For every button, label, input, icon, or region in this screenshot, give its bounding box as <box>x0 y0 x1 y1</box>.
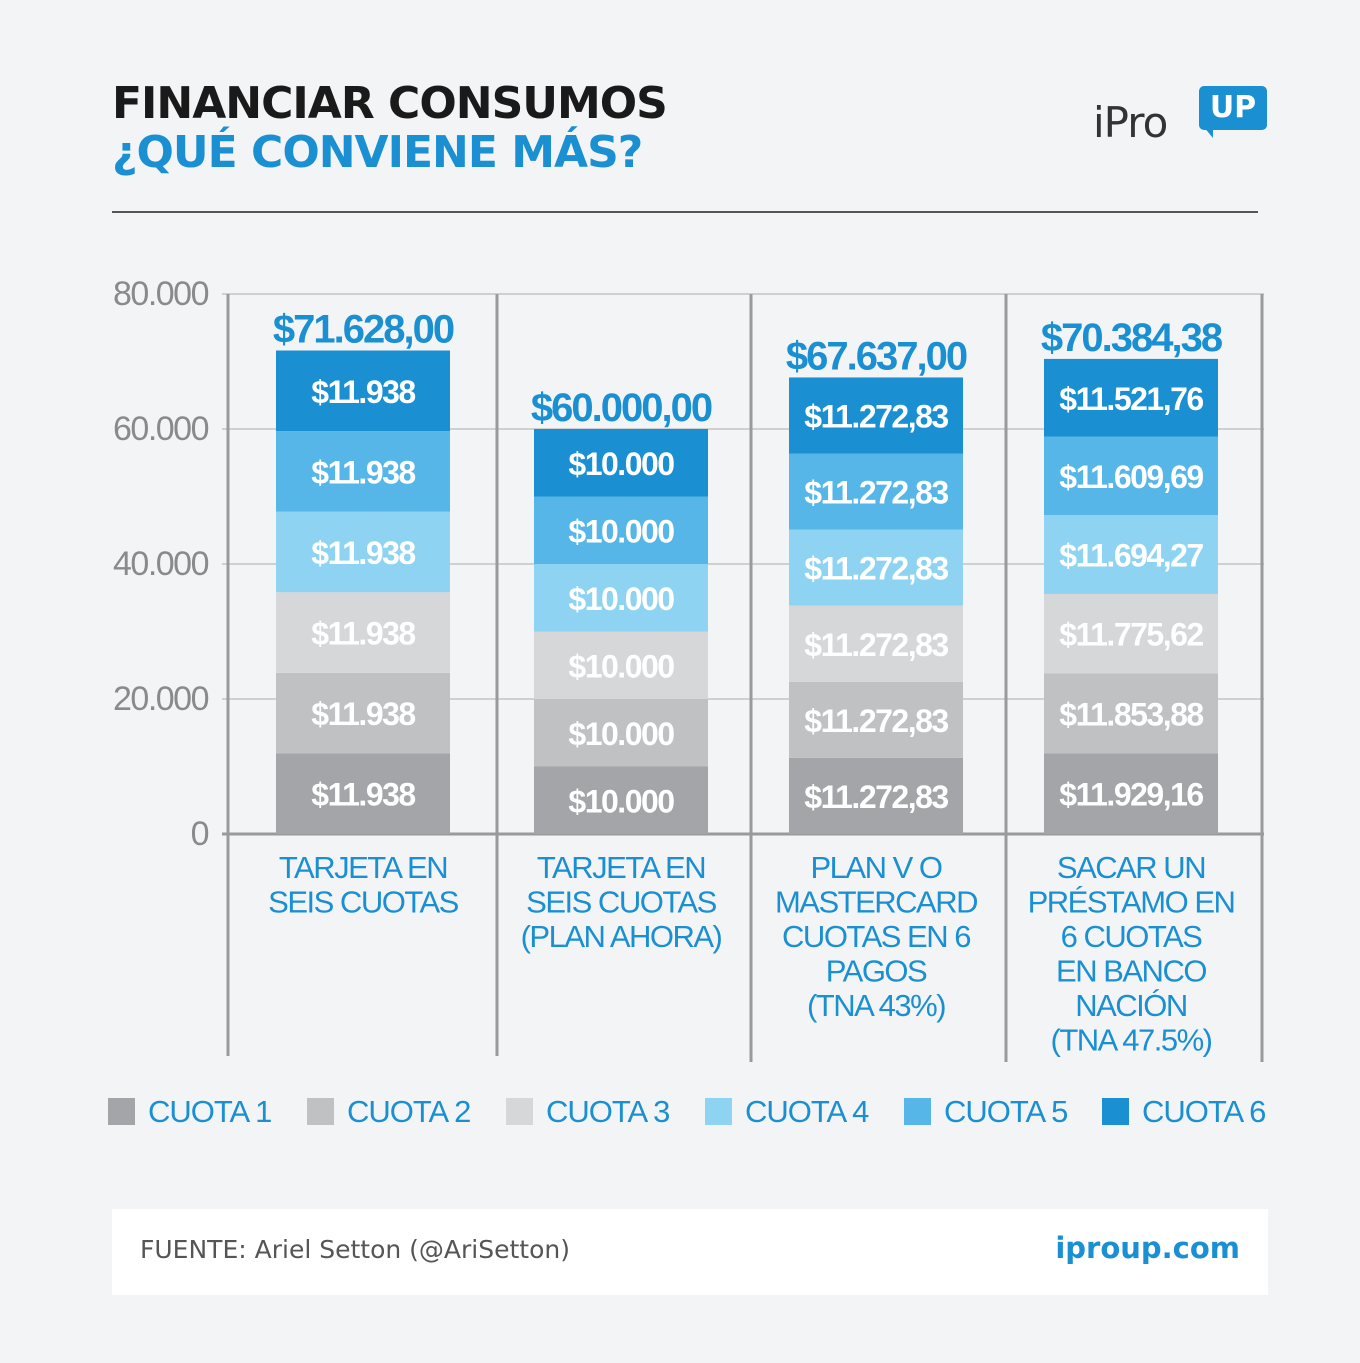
x-category-label: PRÉSTAMO EN <box>1028 885 1235 920</box>
site-url[interactable]: iproup.com <box>1055 1231 1240 1265</box>
legend-label: CUOTA 1 <box>148 1094 272 1129</box>
y-tick-label: 80.000 <box>113 275 209 313</box>
bar-segment-label: $11.694,27 <box>1059 538 1203 574</box>
x-category-label: TARJETA EN <box>279 850 447 885</box>
source-credit: FUENTE: Ariel Setton (@AriSetton) <box>140 1235 570 1264</box>
bar-segment <box>1044 753 1218 834</box>
bar-segment <box>1044 673 1218 754</box>
y-tick-label: 40.000 <box>113 545 209 583</box>
x-category-label: SACAR UN <box>1057 850 1205 885</box>
bar-segment <box>534 429 708 497</box>
bar-segment-label: $11.272,83 <box>804 551 948 587</box>
bar-segment <box>789 453 963 530</box>
bar-segment <box>1044 358 1218 437</box>
legend-label: CUOTA 4 <box>745 1094 869 1129</box>
bar-segment-label: $10.000 <box>568 716 674 752</box>
y-tick-label: 60.000 <box>113 410 209 448</box>
legend: CUOTA 1 CUOTA 2 CUOTA 3 CUOTA 4 CUOTA 5 CUOTA… <box>108 1092 1268 1132</box>
bar-segment <box>534 699 708 767</box>
bar-segment-label: $10.000 <box>568 446 674 482</box>
bar-segment-label: $11.775,62 <box>1059 617 1203 653</box>
x-category-label: (TNA 43%) <box>807 988 945 1023</box>
legend-label: CUOTA 5 <box>944 1094 1068 1129</box>
bar-segment <box>789 529 963 606</box>
bar-segment-label: $11.272,83 <box>804 475 948 511</box>
bar-segment <box>789 681 963 758</box>
legend-swatch <box>1102 1098 1129 1125</box>
bar-segment-label: $11.938 <box>311 777 415 813</box>
x-category-label: SEIS CUOTAS <box>526 885 716 920</box>
x-category-label: (PLAN AHORA) <box>521 919 722 954</box>
bar-segment-label: $11.938 <box>311 696 415 732</box>
bar-segment-label: $10.000 <box>568 648 674 684</box>
bar-segment <box>789 605 963 682</box>
bar-segment <box>789 757 963 834</box>
bar-segment-label: $11.929,16 <box>1059 777 1203 813</box>
bar-segment-label: $11.609,69 <box>1059 459 1203 495</box>
bar-segment-label: $11.938 <box>311 374 415 410</box>
bar-segment-label: $11.272,83 <box>804 398 948 434</box>
logo-badge-tail <box>1203 126 1213 138</box>
bar-segment-label: $11.938 <box>311 535 415 571</box>
bar-segment-label: $10.000 <box>568 783 674 819</box>
logo-text: iPro <box>1093 98 1168 147</box>
chart-title: FINANCIAR CONSUMOS <box>112 78 668 129</box>
x-category-label: 6 CUOTAS <box>1061 919 1203 954</box>
stacked-bar-chart: 0 20.000 40.000 60.000 80.000 $11.938 $11.938 $… <box>113 275 1264 1062</box>
bar-segment-label: $10.000 <box>568 581 674 617</box>
legend-swatch <box>705 1098 732 1125</box>
bar-segment-label: $11.272,83 <box>804 703 948 739</box>
iproup-logo: iPro UP <box>1093 86 1268 148</box>
bar-segment <box>534 496 708 564</box>
bar-total-label: $70.384,38 <box>1041 316 1223 360</box>
x-category-label: PLAN V O <box>811 850 942 885</box>
bar-segment-label: $10.000 <box>568 513 674 549</box>
x-category-label: SEIS CUOTAS <box>268 885 458 920</box>
footer: FUENTE: Ariel Setton (@AriSetton) iproup… <box>112 1209 1268 1295</box>
bar-segment-label: $11.853,88 <box>1059 696 1203 732</box>
bar-segment-label: $11.938 <box>311 454 415 490</box>
legend-label: CUOTA 6 <box>1142 1094 1266 1129</box>
legend-swatch <box>307 1098 334 1125</box>
legend-swatch <box>904 1098 931 1125</box>
bar-total-label: $60.000,00 <box>531 386 712 430</box>
bar-segment <box>534 631 708 699</box>
chart-subtitle: ¿QUÉ CONVIENE MÁS? <box>112 127 643 178</box>
bar-segment <box>1044 593 1218 674</box>
bar-segment <box>1044 436 1218 516</box>
bar-total-label: $71.628,00 <box>273 308 454 352</box>
logo-badge: UP <box>1199 86 1267 130</box>
bar-total-label: $67.637,00 <box>786 334 967 378</box>
x-category-label: NACIÓN <box>1075 988 1187 1023</box>
bar-segment-label: $11.938 <box>311 616 415 652</box>
bar-segment <box>276 592 450 673</box>
bar-segment-label: $11.272,83 <box>804 779 948 815</box>
x-category-label: TARJETA EN <box>537 850 705 885</box>
x-category-label: (TNA 47.5%) <box>1051 1023 1212 1058</box>
legend-label: CUOTA 2 <box>347 1094 471 1129</box>
bar-segment <box>276 672 450 754</box>
legend-swatch <box>506 1098 533 1125</box>
y-tick-label: 0 <box>191 815 209 853</box>
bar-segment <box>534 766 708 834</box>
bar-segment-label: $11.521,76 <box>1059 381 1203 417</box>
bar-segment <box>276 753 450 834</box>
x-category-label: EN BANCO <box>1056 954 1206 989</box>
bar-segment <box>276 511 450 593</box>
bar-segment <box>276 431 450 512</box>
header-divider <box>112 211 1258 213</box>
bar-segment-label: $11.272,83 <box>804 627 948 663</box>
bar-segment <box>276 350 450 432</box>
bar-segment <box>1044 515 1218 594</box>
x-category-label: CUOTAS EN 6 <box>782 919 970 954</box>
legend-label: CUOTA 3 <box>546 1094 670 1129</box>
x-category-label: PAGOS <box>826 954 927 989</box>
x-category-label: MASTERCARD <box>775 885 977 920</box>
y-tick-label: 20.000 <box>113 680 209 718</box>
bar-segment <box>789 377 963 454</box>
bar-segment <box>534 564 708 632</box>
legend-swatch <box>108 1098 135 1125</box>
